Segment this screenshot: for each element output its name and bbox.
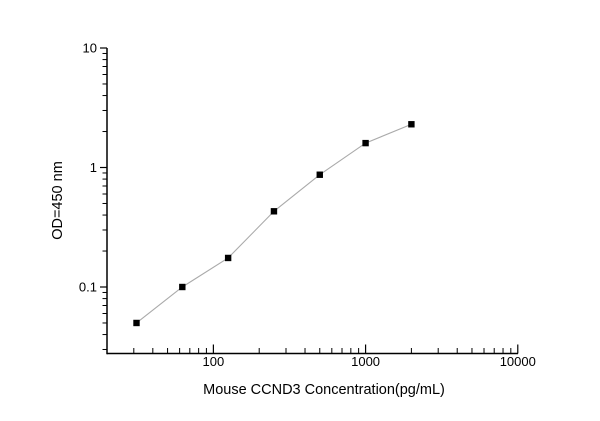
y-tick-label: 0.1 xyxy=(79,280,97,295)
data-point-marker xyxy=(133,319,140,327)
series-line xyxy=(136,123,412,324)
data-point-marker xyxy=(179,283,186,291)
x-axis-title: Mouse CCND3 Concentration(pg/mL) xyxy=(203,382,445,398)
x-tick-label: 100 xyxy=(203,354,225,369)
data-point-marker xyxy=(224,254,232,262)
x-tick-label: 1000 xyxy=(351,354,380,369)
data-point-marker xyxy=(408,121,415,128)
y-axis-title: OD=450 nm xyxy=(50,161,66,240)
y-tick-label: 10 xyxy=(83,41,97,56)
data-point-marker xyxy=(316,171,323,178)
data-point-marker xyxy=(362,139,369,147)
data-point-marker xyxy=(270,208,278,215)
y-tick-label: 1 xyxy=(90,160,97,175)
x-tick-label: 10000 xyxy=(500,354,536,369)
